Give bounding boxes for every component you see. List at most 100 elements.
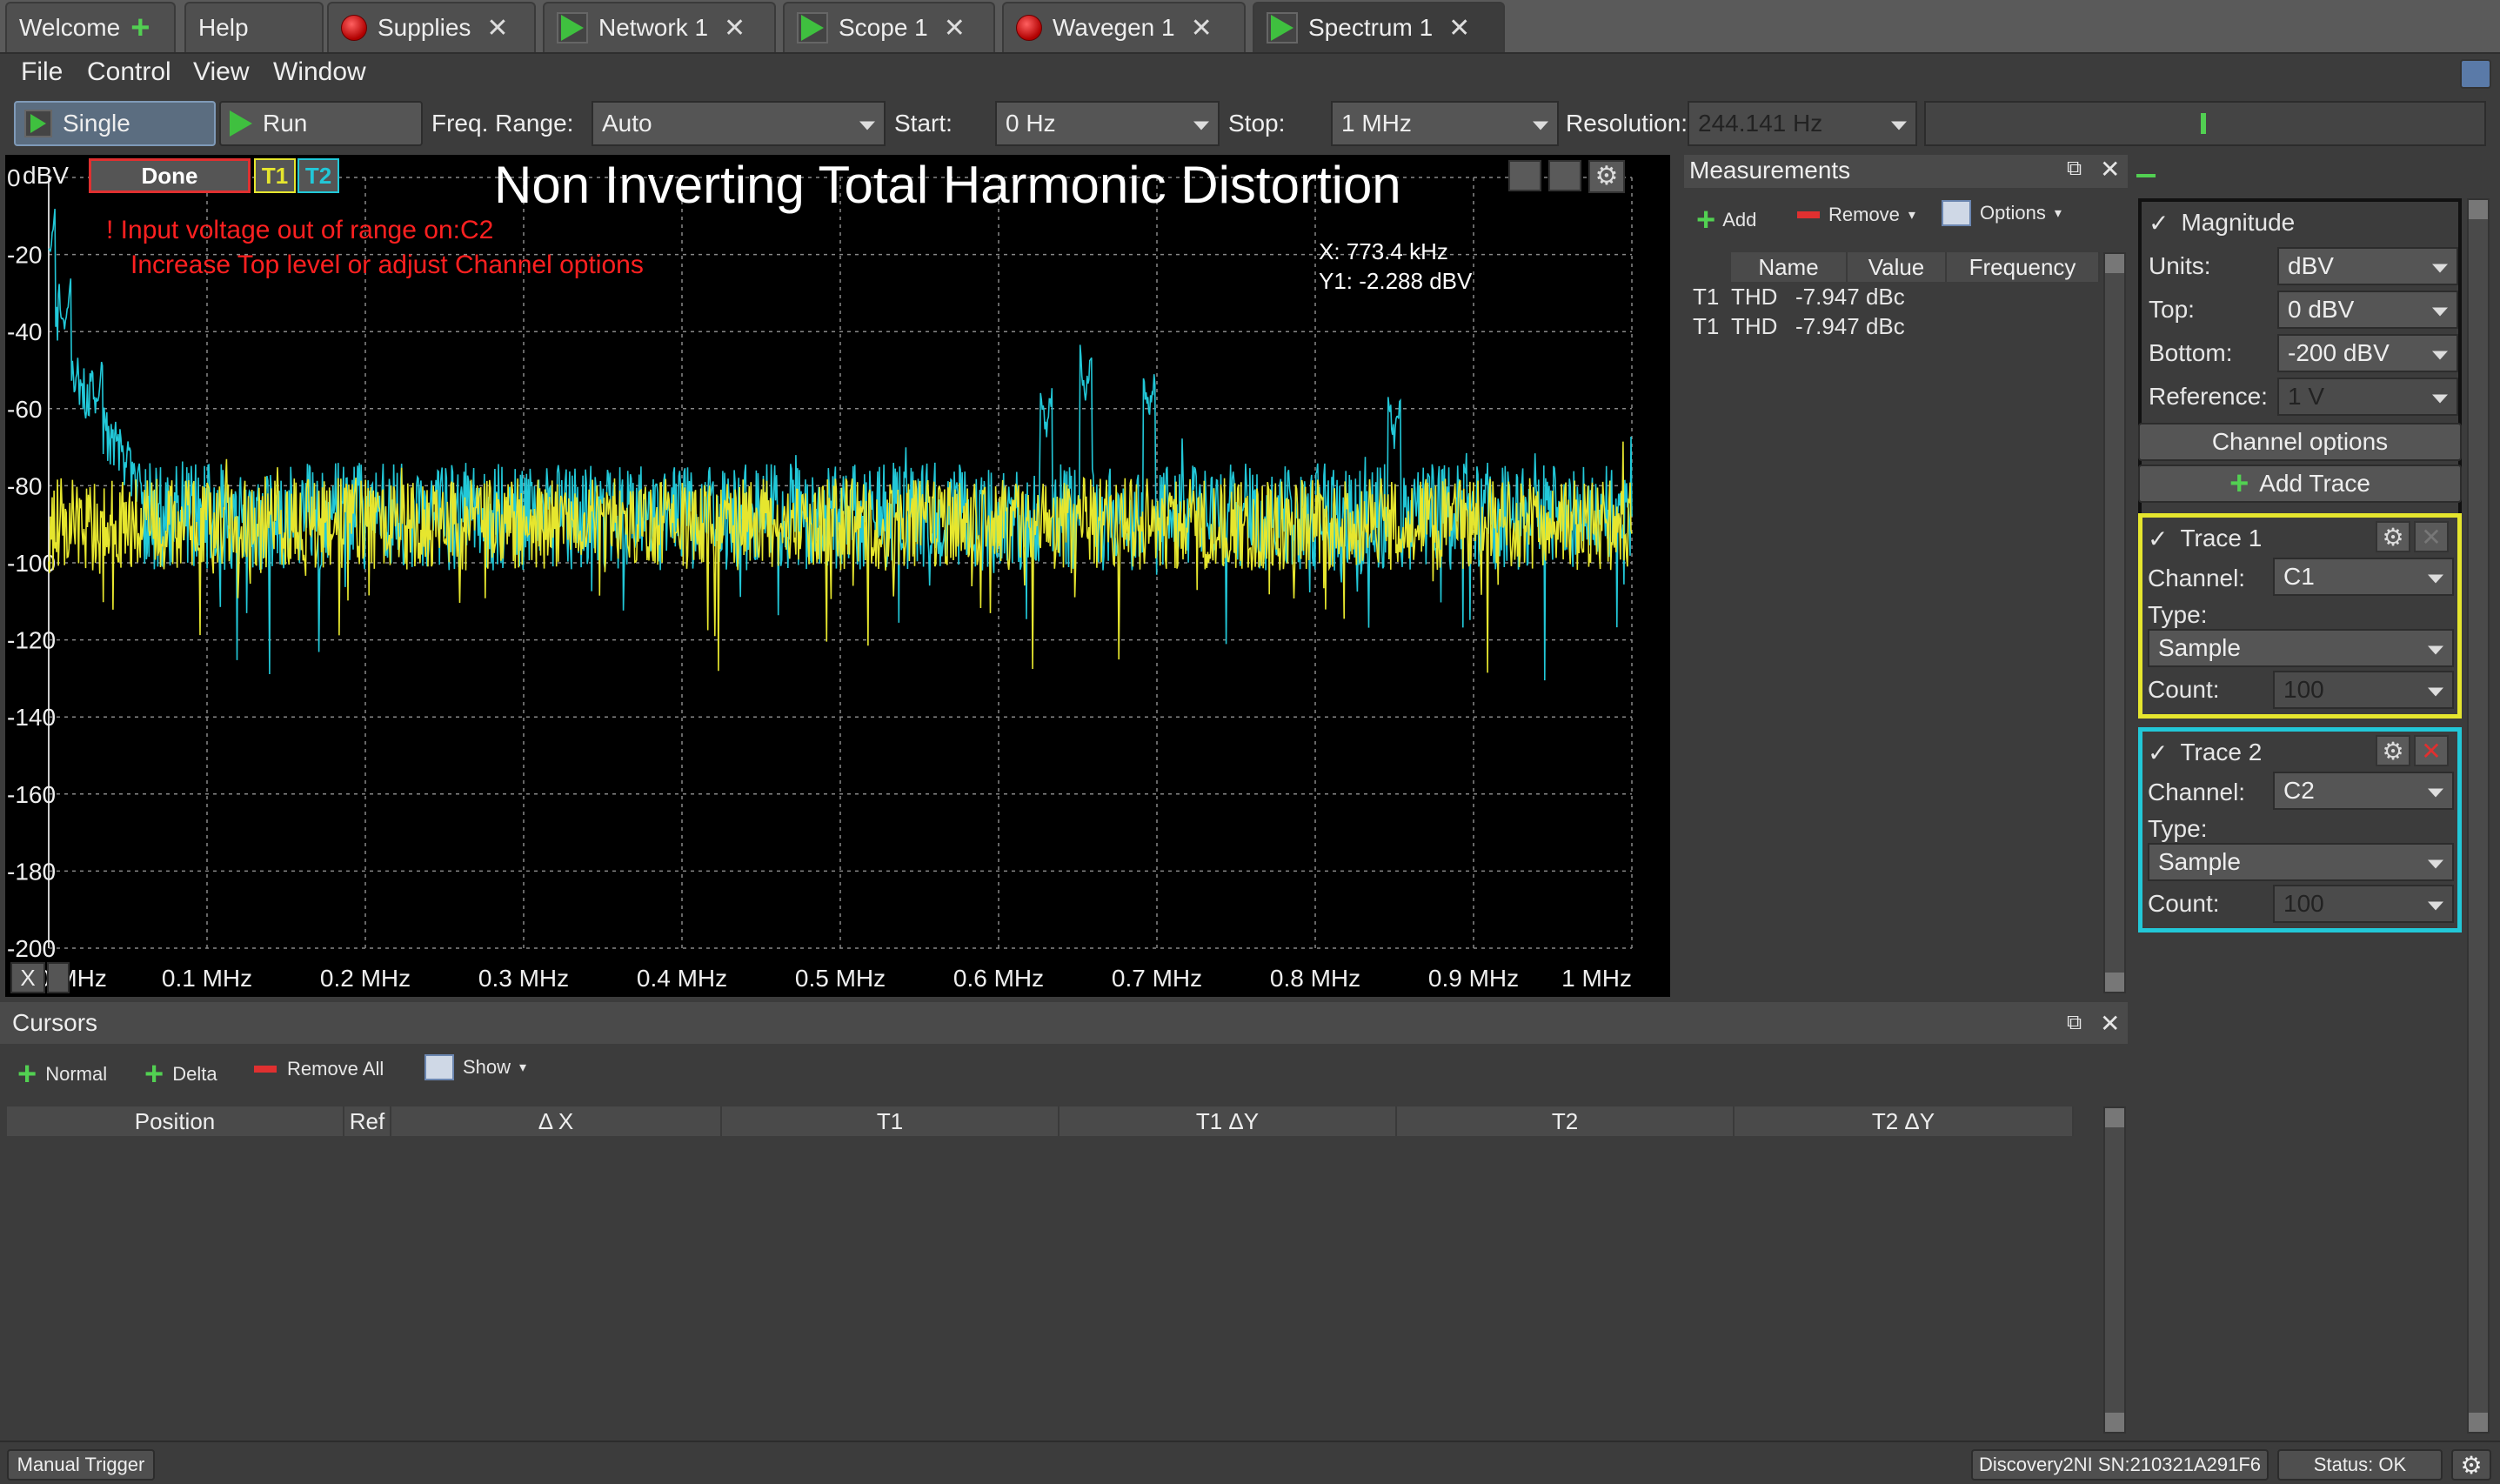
- trace1-channel-select[interactable]: C1: [2273, 558, 2454, 596]
- measurements-scrollbar[interactable]: [2103, 252, 2126, 993]
- stop-input[interactable]: 1 MHz: [1331, 101, 1559, 146]
- single-button[interactable]: Single: [14, 101, 216, 146]
- y-tick-label: -200: [7, 935, 56, 962]
- count-label: Count:: [2148, 890, 2220, 917]
- freq-range-select[interactable]: Auto: [592, 101, 886, 146]
- gear-icon[interactable]: ⚙: [1588, 160, 1625, 193]
- count-value: 100: [2283, 890, 2324, 917]
- close-icon[interactable]: ✕: [2100, 156, 2121, 183]
- options-button[interactable]: Options ▾: [1942, 200, 2062, 226]
- trace1-count-input[interactable]: 100: [2273, 671, 2454, 709]
- gear-icon[interactable]: ⚙: [2376, 521, 2410, 552]
- resolution-select[interactable]: 244.141 Hz: [1688, 101, 1917, 146]
- col-ref[interactable]: Ref: [344, 1106, 391, 1136]
- collapse-icon[interactable]: [2136, 174, 2156, 177]
- trace2-count-input[interactable]: 100: [2273, 885, 2454, 923]
- tab-wavegen[interactable]: Wavegen 1 ✕: [1002, 2, 1246, 52]
- row-name: THD: [1731, 312, 1778, 339]
- trace1-badge[interactable]: T1: [254, 158, 296, 193]
- tab-scope[interactable]: Scope 1 ✕: [783, 2, 995, 52]
- trace2-channel-select[interactable]: C2: [2273, 772, 2454, 810]
- cursors-panel: Cursors ⧉ ✕ + Normal + Delta Remove All Sh…: [0, 1002, 2128, 1437]
- channel-options-button[interactable]: Channel options: [2138, 423, 2462, 461]
- stop-red-icon: [341, 15, 367, 41]
- remove-all-cursors-button[interactable]: Remove All: [254, 1058, 384, 1080]
- menu-file[interactable]: File: [21, 57, 64, 86]
- menu-view[interactable]: View: [193, 57, 250, 86]
- single-step-icon: [24, 110, 52, 137]
- magnitude-toggle[interactable]: ✓ Magnitude: [2149, 209, 2295, 237]
- start-input[interactable]: 0 Hz: [995, 101, 1220, 146]
- float-icon[interactable]: ⧉: [2067, 1011, 2082, 1034]
- spectrum-plot[interactable]: 0 -20 -40 -60 -80 -100 -120 -140 -160 -180 -200 0 M…: [5, 155, 1670, 997]
- show-button[interactable]: Show ▾: [424, 1054, 526, 1080]
- col-delta-x[interactable]: Δ X: [391, 1106, 722, 1136]
- scroll-down-icon[interactable]: [2469, 1413, 2488, 1432]
- trace1-box: ✓ Trace 1 ⚙ ✕ Channel: C1 Type: Sample Co…: [2138, 513, 2462, 719]
- scroll-up-icon[interactable]: [2469, 200, 2488, 219]
- col-t2-dy[interactable]: T2 ΔY: [1735, 1106, 2074, 1136]
- remove-measurement-button[interactable]: Remove ▾: [1797, 204, 1915, 226]
- reference-input[interactable]: 1 V: [2277, 378, 2458, 416]
- close-icon[interactable]: ✕: [1448, 13, 1471, 43]
- remove-label: Remove: [1828, 204, 1900, 225]
- close-icon[interactable]: ✕: [1190, 13, 1213, 43]
- tab-welcome[interactable]: Welcome +: [5, 2, 176, 52]
- manual-trigger-button[interactable]: Manual Trigger: [7, 1449, 155, 1481]
- units-select[interactable]: dBV: [2277, 247, 2458, 285]
- add-trace-button[interactable]: + Add Trace: [2138, 465, 2462, 503]
- chevron-down-icon[interactable]: [47, 962, 70, 993]
- chevron-down-icon: [2432, 394, 2448, 404]
- close-icon[interactable]: ✕: [2414, 521, 2449, 552]
- device-info[interactable]: Discovery2NI SN:210321A291F6: [1971, 1449, 2269, 1481]
- x-tick-label: 0.9 MHz: [1428, 965, 1519, 992]
- close-icon[interactable]: ✕: [2100, 1010, 2121, 1037]
- top-input[interactable]: 0 dBV: [2277, 291, 2458, 329]
- col-frequency[interactable]: Frequency: [1947, 252, 2100, 282]
- gear-icon[interactable]: ⚙: [2376, 735, 2410, 766]
- add-measurement-button[interactable]: + Add: [1696, 204, 1756, 237]
- normal-cursor-button[interactable]: + Normal: [17, 1058, 107, 1091]
- col-position[interactable]: Position: [7, 1106, 344, 1136]
- col-value[interactable]: Value: [1848, 252, 1947, 282]
- table-row[interactable]: T1 THD -7.947 dBc: [1693, 282, 2100, 311]
- trace1-type-select[interactable]: Sample: [2148, 629, 2454, 667]
- tab-label: Spectrum 1: [1308, 14, 1434, 41]
- trace1-toggle[interactable]: ✓ Trace 1: [2148, 525, 2262, 553]
- measurements-header: [1684, 155, 2128, 188]
- scroll-up-icon[interactable]: [2105, 1108, 2124, 1127]
- scroll-down-icon[interactable]: [2105, 1413, 2124, 1432]
- tab-help[interactable]: Help: [184, 2, 324, 52]
- settings-scrollbar[interactable]: [2467, 198, 2490, 1434]
- col-t1-dy[interactable]: T1 ΔY: [1059, 1106, 1397, 1136]
- col-t1[interactable]: T1: [722, 1106, 1059, 1136]
- cursors-scrollbar[interactable]: [2103, 1106, 2126, 1434]
- float-icon[interactable]: ⧉: [2067, 157, 2082, 180]
- bottom-input[interactable]: -200 dBV: [2277, 334, 2458, 372]
- trace2-badge[interactable]: T2: [297, 158, 339, 193]
- tab-spectrum[interactable]: Spectrum 1 ✕: [1253, 2, 1505, 52]
- col-name[interactable]: Name: [1731, 252, 1848, 282]
- y-tick-label: -20: [7, 242, 42, 269]
- autoscale-icon[interactable]: [1508, 160, 1541, 191]
- delta-cursor-button[interactable]: + Delta: [144, 1058, 217, 1091]
- window-restore-icon[interactable]: [2460, 59, 2491, 89]
- menu-window[interactable]: Window: [273, 57, 366, 86]
- close-icon[interactable]: ✕: [724, 13, 746, 43]
- close-icon[interactable]: ✕: [486, 13, 509, 43]
- tab-network[interactable]: Network 1 ✕: [543, 2, 776, 52]
- close-icon[interactable]: ✕: [943, 13, 966, 43]
- scroll-down-icon[interactable]: [2105, 973, 2124, 992]
- run-button[interactable]: Run: [219, 101, 423, 146]
- menu-control[interactable]: Control: [87, 57, 171, 86]
- trace2-toggle[interactable]: ✓ Trace 2: [2148, 739, 2262, 767]
- cursor-icon[interactable]: [1548, 160, 1581, 191]
- tab-supplies[interactable]: Supplies ✕: [327, 2, 536, 52]
- x-axis-button[interactable]: X: [10, 962, 45, 993]
- col-t2[interactable]: T2: [1397, 1106, 1735, 1136]
- table-row[interactable]: T1 THD -7.947 dBc: [1693, 311, 2100, 341]
- gear-icon[interactable]: ⚙: [2451, 1449, 2491, 1481]
- trace2-type-select[interactable]: Sample: [2148, 843, 2454, 881]
- close-icon[interactable]: ✕: [2414, 735, 2449, 766]
- scroll-up-icon[interactable]: [2105, 254, 2124, 273]
